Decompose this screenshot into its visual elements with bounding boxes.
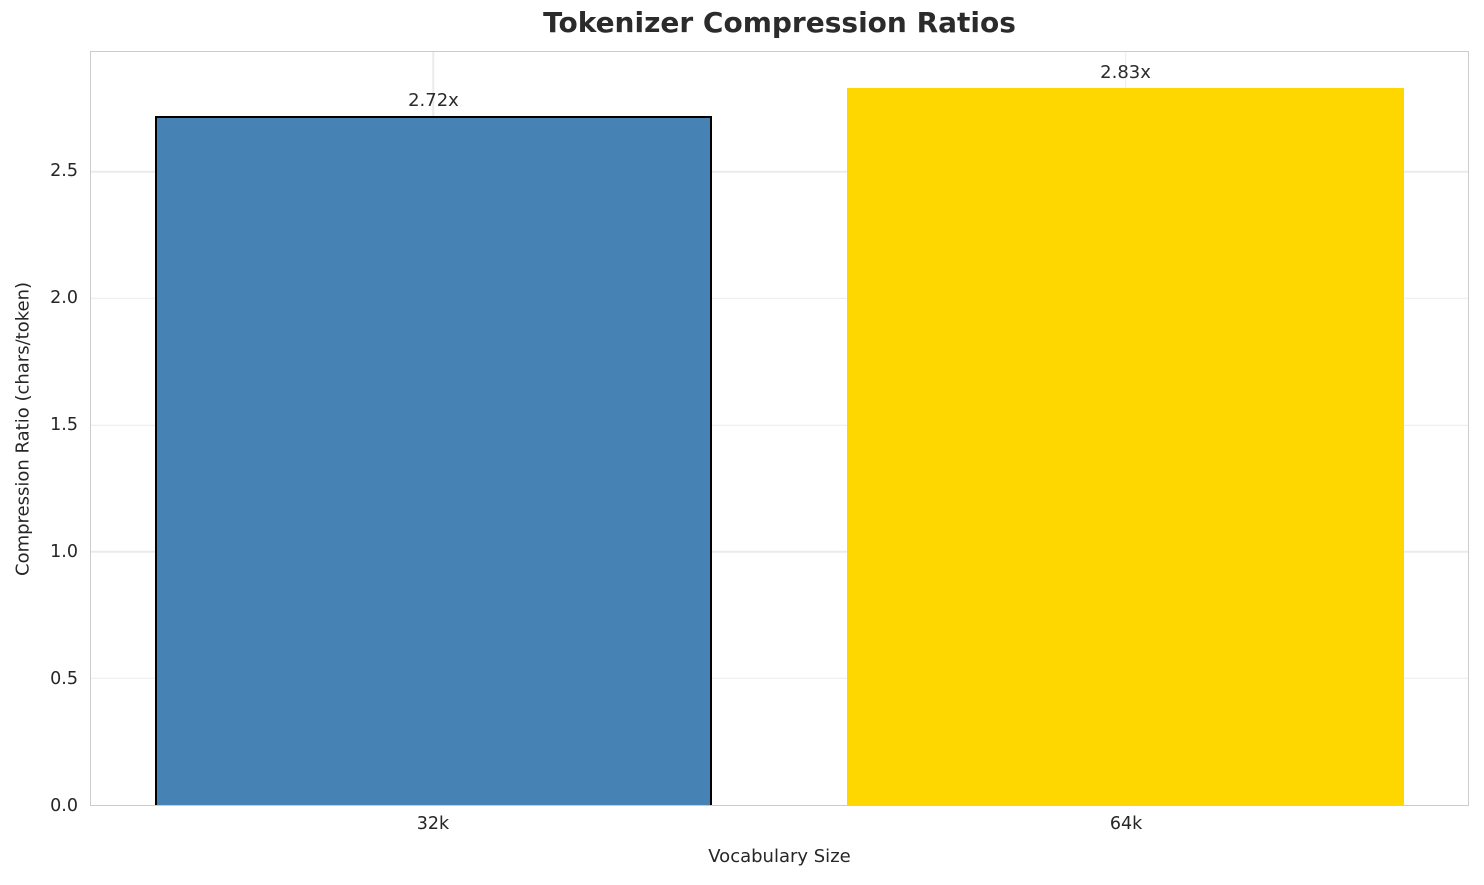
- gridline-horizontal: [91, 677, 1468, 680]
- plot-area: 2.72x 2.83x: [90, 51, 1469, 806]
- gridline-horizontal: [91, 550, 1468, 553]
- gridline-horizontal: [91, 424, 1468, 426]
- y-tick-label: 2.5: [50, 161, 78, 182]
- x-tick-labels: 32k 64k: [90, 814, 1469, 840]
- chart-title: Tokenizer Compression Ratios: [543, 6, 1016, 39]
- gridline-horizontal: [91, 297, 1468, 300]
- y-tick-label: 1.0: [50, 542, 78, 563]
- y-tick-label: 0.0: [50, 796, 78, 816]
- y-tick-label: 0.5: [50, 669, 78, 690]
- bar-64k: [846, 88, 1405, 805]
- bar-32k: [154, 116, 713, 805]
- x-axis-label: Vocabulary Size: [708, 846, 851, 867]
- bar-value-label: 2.72x: [408, 90, 459, 112]
- y-tick-label: 1.5: [50, 415, 78, 436]
- x-tick-label: 32k: [416, 814, 450, 834]
- bar-value-label: 2.83x: [1100, 62, 1151, 84]
- gridline-horizontal: [91, 171, 1468, 173]
- x-tick-label: 64k: [1109, 814, 1143, 834]
- y-tick-label: 2.0: [50, 288, 78, 309]
- y-tick-labels: 0.0 0.5 1.0 1.5 2.0 2.5: [0, 51, 78, 816]
